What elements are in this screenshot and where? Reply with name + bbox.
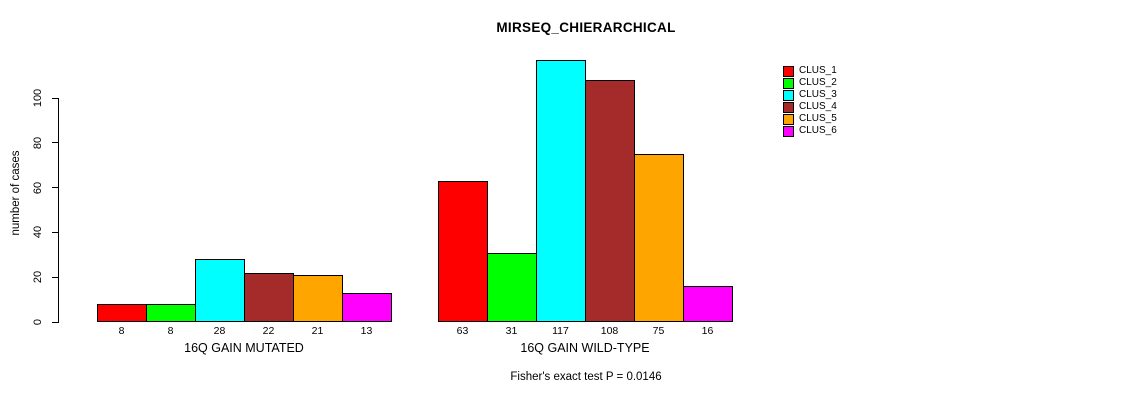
bar-clus_6-group1 xyxy=(342,292,392,322)
y-tick-mark xyxy=(52,142,59,144)
y-tick-mark xyxy=(52,97,59,99)
y-tick-label: 0 xyxy=(32,318,44,326)
y-tick-label: 20 xyxy=(32,271,44,284)
legend-label: CLUS_3 xyxy=(799,89,837,100)
bar-value-label: 8 xyxy=(118,325,125,337)
y-tick-label: 100 xyxy=(32,88,44,108)
y-tick-label: 40 xyxy=(32,226,44,239)
bar-clus_5-group2 xyxy=(634,154,684,322)
legend-swatch-icon xyxy=(783,125,794,137)
legend-label: CLUS_6 xyxy=(799,125,837,136)
bar-clus_3-group1 xyxy=(195,259,245,322)
y-tick-mark xyxy=(52,276,59,278)
legend-item-clus_5: CLUS_5 xyxy=(783,113,837,125)
y-tick-mark xyxy=(52,187,59,189)
y-tick-mark xyxy=(52,321,59,323)
bar-value-label: 108 xyxy=(600,325,619,337)
legend-item-clus_1: CLUS_1 xyxy=(783,65,837,77)
bar-value-label: 8 xyxy=(167,325,174,337)
bar-clus_5-group1 xyxy=(293,274,343,322)
bar-value-label: 16 xyxy=(701,325,714,337)
bar-clus_4-group2 xyxy=(585,80,635,322)
group-label-1: 16Q GAIN MUTATED xyxy=(184,341,304,355)
legend-swatch-icon xyxy=(783,101,794,113)
bar-value-label: 13 xyxy=(360,325,373,337)
bar-value-label: 75 xyxy=(652,325,665,337)
bar-value-label: 21 xyxy=(311,325,324,337)
legend-label: CLUS_4 xyxy=(799,101,837,112)
bar-clus_2-group1 xyxy=(146,304,196,322)
bar-clus_3-group2 xyxy=(536,59,586,322)
legend-label: CLUS_5 xyxy=(799,113,837,124)
legend-swatch-icon xyxy=(783,89,794,101)
legend-item-clus_3: CLUS_3 xyxy=(783,89,837,101)
group-label-2: 16Q GAIN WILD-TYPE xyxy=(520,341,650,355)
bar-value-label: 22 xyxy=(262,325,275,337)
bar-value-label: 117 xyxy=(552,325,569,337)
y-tick-label: 60 xyxy=(32,181,44,194)
bar-clus_1-group1 xyxy=(97,304,147,322)
legend-swatch-icon xyxy=(783,65,794,77)
legend-item-clus_4: CLUS_4 xyxy=(783,101,837,113)
legend-label: CLUS_1 xyxy=(799,65,837,76)
y-axis-title: number of cases xyxy=(10,150,22,236)
bar-clus_2-group2 xyxy=(487,252,537,322)
annotation-fisher-test: Fisher's exact test P = 0.0146 xyxy=(510,371,662,383)
y-tick-mark xyxy=(52,231,59,233)
bar-clus_6-group2 xyxy=(683,286,733,322)
bar-clus_4-group1 xyxy=(244,272,294,322)
legend-label: CLUS_2 xyxy=(799,77,837,88)
legend-item-clus_6: CLUS_6 xyxy=(783,125,837,137)
bar-value-label: 28 xyxy=(213,325,226,337)
legend-item-clus_2: CLUS_2 xyxy=(783,77,837,89)
bar-value-label: 63 xyxy=(456,325,469,337)
y-tick-label: 80 xyxy=(32,136,44,149)
legend-swatch-icon xyxy=(783,77,794,89)
y-axis-line xyxy=(58,98,59,323)
chart-title: MIRSEQ_CHIERARCHICAL xyxy=(496,20,676,35)
bar-value-label: 31 xyxy=(505,325,518,337)
legend-swatch-icon xyxy=(783,113,794,125)
legend: CLUS_1 CLUS_2 CLUS_3 CLUS_4 CLUS_5 CLUS_6 xyxy=(783,65,837,137)
bar-clus_1-group2 xyxy=(438,180,488,322)
